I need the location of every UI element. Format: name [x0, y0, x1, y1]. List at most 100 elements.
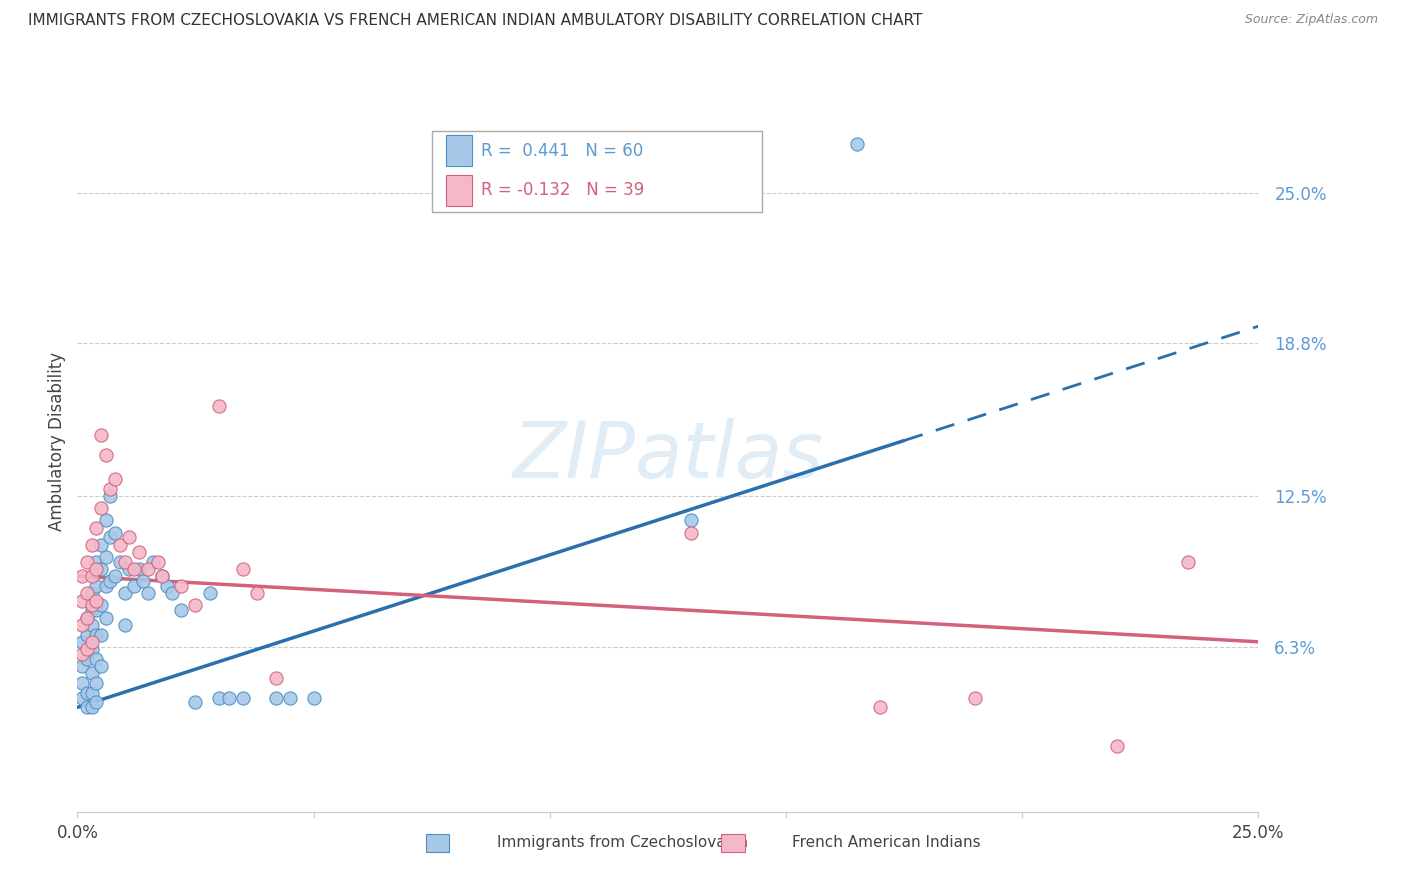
Text: French American Indians: French American Indians: [792, 835, 980, 850]
Y-axis label: Ambulatory Disability: Ambulatory Disability: [48, 352, 66, 531]
Text: ZIPatlas: ZIPatlas: [512, 418, 824, 494]
Point: [70, 690, 93, 705]
Point: [90, 428, 112, 442]
Point: [70, 617, 93, 632]
Point: [146, 555, 169, 569]
Point: [80, 569, 103, 583]
Point: [80, 617, 103, 632]
Point: [84, 555, 107, 569]
Point: [845, 137, 868, 152]
Point: [70, 659, 93, 673]
Bar: [446, 135, 472, 166]
Point: [246, 586, 269, 600]
Text: Source: ZipAtlas.com: Source: ZipAtlas.com: [1244, 13, 1378, 27]
Point: [122, 579, 145, 593]
Point: [114, 586, 136, 600]
Point: [114, 555, 136, 569]
Point: [100, 574, 122, 588]
Point: [70, 647, 93, 661]
Text: Immigrants from Czechoslovakia: Immigrants from Czechoslovakia: [496, 835, 748, 850]
Point: [128, 562, 150, 576]
Point: [232, 690, 254, 705]
Bar: [721, 834, 745, 853]
Point: [76, 610, 98, 624]
Point: [80, 599, 103, 613]
Point: [142, 555, 165, 569]
Point: [132, 574, 155, 588]
Point: [76, 586, 98, 600]
Point: [1105, 739, 1128, 754]
Point: [76, 686, 98, 700]
Point: [104, 525, 127, 540]
Point: [136, 562, 159, 576]
Point: [94, 549, 117, 564]
Point: [100, 489, 122, 503]
Point: [136, 586, 159, 600]
Point: [90, 627, 112, 641]
Point: [84, 593, 107, 607]
Point: [184, 599, 207, 613]
Point: [118, 530, 141, 544]
Point: [76, 700, 98, 714]
Point: [84, 696, 107, 710]
Point: [160, 586, 183, 600]
Point: [156, 579, 179, 593]
Point: [264, 690, 287, 705]
Point: [84, 652, 107, 666]
Point: [90, 501, 112, 516]
Point: [302, 690, 325, 705]
Point: [80, 635, 103, 649]
FancyBboxPatch shape: [432, 130, 762, 212]
Point: [170, 603, 193, 617]
Point: [80, 603, 103, 617]
Point: [80, 686, 103, 700]
Point: [80, 700, 103, 714]
Point: [122, 562, 145, 576]
Point: [150, 569, 173, 583]
Point: [104, 472, 127, 486]
Point: [70, 569, 93, 583]
Point: [84, 521, 107, 535]
Point: [118, 562, 141, 576]
Point: [84, 562, 107, 576]
Point: [681, 513, 703, 527]
Point: [208, 400, 231, 414]
Point: [198, 586, 221, 600]
Point: [94, 610, 117, 624]
Point: [80, 666, 103, 681]
Point: [90, 562, 112, 576]
Text: R =  0.441   N = 60: R = 0.441 N = 60: [481, 143, 644, 161]
Point: [80, 642, 103, 657]
Point: [264, 671, 287, 685]
Point: [90, 599, 112, 613]
Point: [232, 562, 254, 576]
Point: [128, 545, 150, 559]
Point: [90, 538, 112, 552]
Point: [84, 627, 107, 641]
Point: [76, 610, 98, 624]
Point: [278, 690, 301, 705]
Point: [94, 579, 117, 593]
Point: [170, 579, 193, 593]
Point: [76, 642, 98, 657]
Point: [94, 513, 117, 527]
Point: [218, 690, 240, 705]
Bar: [426, 834, 450, 853]
Point: [184, 696, 207, 710]
Point: [80, 586, 103, 600]
Point: [84, 579, 107, 593]
Text: IMMIGRANTS FROM CZECHOSLOVAKIA VS FRENCH AMERICAN INDIAN AMBULATORY DISABILITY C: IMMIGRANTS FROM CZECHOSLOVAKIA VS FRENCH…: [28, 13, 922, 29]
Point: [208, 690, 231, 705]
Point: [114, 617, 136, 632]
Point: [94, 448, 117, 462]
Point: [76, 652, 98, 666]
Point: [70, 593, 93, 607]
Point: [104, 569, 127, 583]
Point: [76, 555, 98, 569]
Point: [108, 538, 131, 552]
Text: R = -0.132   N = 39: R = -0.132 N = 39: [481, 181, 644, 199]
Point: [1177, 555, 1199, 569]
Point: [70, 676, 93, 690]
Point: [76, 627, 98, 641]
Point: [869, 700, 891, 714]
